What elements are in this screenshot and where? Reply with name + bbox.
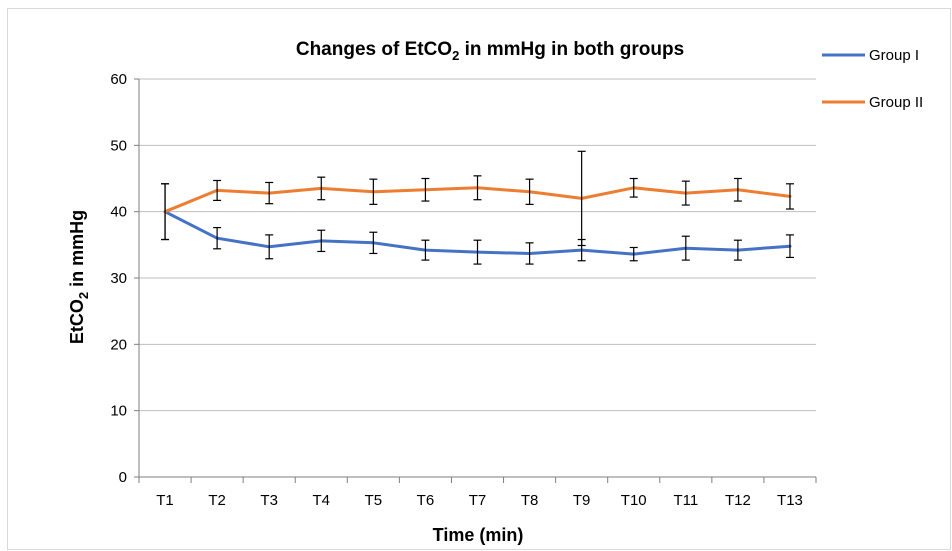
- x-tick-label: T2: [208, 492, 226, 509]
- error-bar: [421, 177, 430, 202]
- error-bar: [785, 234, 794, 259]
- error-bar: [265, 181, 274, 205]
- legend-label-2: Group II: [869, 94, 923, 111]
- x-tick-label: T7: [469, 492, 487, 509]
- chart-title: Changes of EtCO2 in mmHg in both groups: [296, 39, 684, 63]
- y-tick-label: 30: [110, 270, 127, 287]
- gridlines: [139, 78, 816, 412]
- error-bar: [213, 226, 222, 250]
- error-bars: [161, 150, 794, 265]
- error-bar: [577, 150, 586, 247]
- error-bar: [733, 177, 742, 202]
- line-chart: 0 10 20 30 40 50 60 T1 T2 T3 T4 T5 T6 T7 T8 T9 T10 T11 T12…: [67, 39, 923, 545]
- x-tick-label: T10: [621, 492, 647, 509]
- error-bar: [317, 229, 326, 253]
- error-bar: [525, 178, 534, 205]
- error-bar: [733, 239, 742, 261]
- x-tick-label: T4: [313, 492, 331, 509]
- error-bar: [369, 231, 378, 255]
- x-tick-label: T5: [365, 492, 383, 509]
- y-tick-label: 10: [110, 403, 127, 420]
- error-bar: [629, 246, 638, 262]
- error-bar: [525, 242, 534, 265]
- chart-frame: 0 10 20 30 40 50 60 T1 T2 T3 T4 T5 T6 T7 T8 T9 T10 T11 T12…: [7, 8, 951, 550]
- error-bar: [681, 180, 690, 206]
- x-tick-label: T6: [417, 492, 435, 509]
- x-tick-label: T9: [573, 492, 591, 509]
- legend-label-1: Group I: [869, 47, 919, 64]
- error-bar: [161, 183, 170, 241]
- error-bar: [265, 234, 274, 260]
- y-axis-title: EtCO2 in mmHg: [67, 210, 91, 344]
- y-tick-label: 50: [110, 137, 127, 154]
- error-bar: [629, 177, 638, 198]
- error-bar: [785, 183, 794, 210]
- x-axis-title: Time (min): [433, 525, 524, 545]
- x-tick-label: T8: [521, 492, 539, 509]
- legend: Group I Group II: [822, 47, 923, 111]
- tick-labels: 0 10 20 30 40 50 60 T1 T2 T3 T4 T5 T6 T7 T8 T9 T10 T11 T12…: [110, 71, 803, 509]
- x-tick-label: T1: [156, 492, 174, 509]
- y-tick-label: 0: [119, 469, 127, 486]
- error-bar: [317, 176, 326, 201]
- error-bar: [681, 235, 690, 261]
- x-tick-label: T12: [725, 492, 751, 509]
- y-tick-label: 60: [110, 71, 127, 88]
- x-tick-label: T3: [260, 492, 278, 509]
- x-tick-label: T11: [673, 492, 698, 509]
- error-bar: [473, 175, 482, 201]
- error-bar: [213, 179, 222, 201]
- y-tick-label: 20: [110, 336, 127, 353]
- y-tick-label: 40: [110, 204, 127, 221]
- error-bar: [369, 178, 378, 205]
- x-tick-label: T13: [777, 492, 803, 509]
- error-bar: [473, 239, 482, 265]
- axes: [134, 78, 817, 483]
- error-bar: [421, 239, 430, 261]
